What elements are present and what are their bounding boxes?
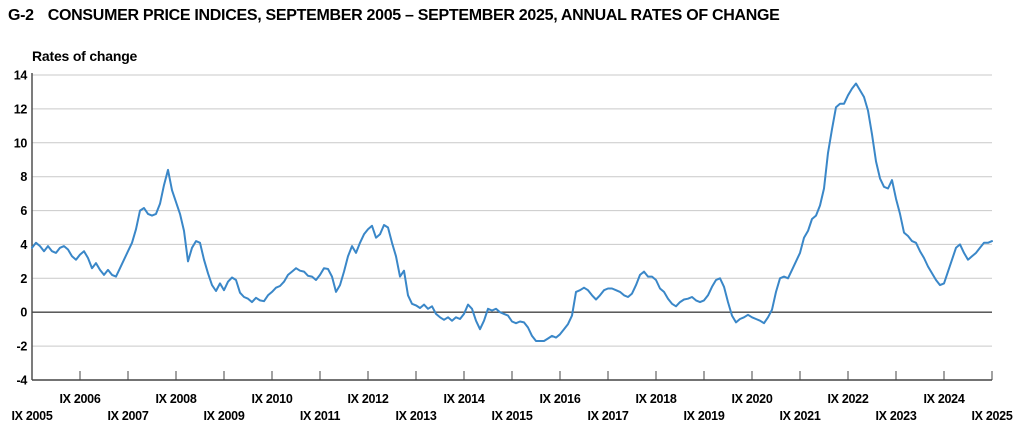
x-tick-label: IX 2019 xyxy=(684,409,725,423)
x-tick-label: IX 2010 xyxy=(252,392,293,406)
y-tick-label: 8 xyxy=(20,170,27,184)
y-tick-label: 10 xyxy=(14,136,28,150)
y-tick-label: 2 xyxy=(20,272,27,286)
y-tick-label: 12 xyxy=(14,102,28,116)
y-tick-label: 4 xyxy=(20,238,27,252)
x-tick-label: IX 2008 xyxy=(156,392,197,406)
x-tick-label: IX 2025 xyxy=(972,409,1013,423)
x-tick-label: IX 2021 xyxy=(780,409,821,423)
y-tick-label: 6 xyxy=(20,204,27,218)
x-tick-label: IX 2009 xyxy=(204,409,245,423)
x-tick-label: IX 2007 xyxy=(108,409,149,423)
y-tick-label: -4 xyxy=(16,374,27,388)
x-tick-label: IX 2011 xyxy=(300,409,341,423)
chart-header: G-2 CONSUMER PRICE INDICES, SEPTEMBER 200… xyxy=(8,7,780,25)
x-tick-label: IX 2020 xyxy=(732,392,773,406)
cpi-series-line xyxy=(31,82,993,342)
x-tick-label: IX 2023 xyxy=(876,409,917,423)
x-tick-label: IX 2012 xyxy=(348,392,389,406)
x-tick-label: IX 2017 xyxy=(588,409,629,423)
y-tick-label: 14 xyxy=(14,69,28,83)
x-tick-label: IX 2024 xyxy=(924,392,965,406)
y-axis-title: Rates of change xyxy=(32,48,138,64)
x-tick-label: IX 2005 xyxy=(12,409,53,423)
x-tick-label: IX 2006 xyxy=(60,392,101,406)
x-tick-label: IX 2022 xyxy=(828,392,869,406)
y-tick-label: 0 xyxy=(20,306,27,320)
x-tick-label: IX 2016 xyxy=(540,392,581,406)
chart-title: CONSUMER PRICE INDICES, SEPTEMBER 2005 –… xyxy=(47,7,780,24)
y-tick-label: -2 xyxy=(16,340,27,354)
x-tick-label: IX 2018 xyxy=(636,392,677,406)
figure-code: G-2 xyxy=(8,7,34,24)
x-tick-label: IX 2014 xyxy=(444,392,485,406)
x-tick-label: IX 2013 xyxy=(396,409,437,423)
x-tick-label: IX 2015 xyxy=(492,409,533,423)
